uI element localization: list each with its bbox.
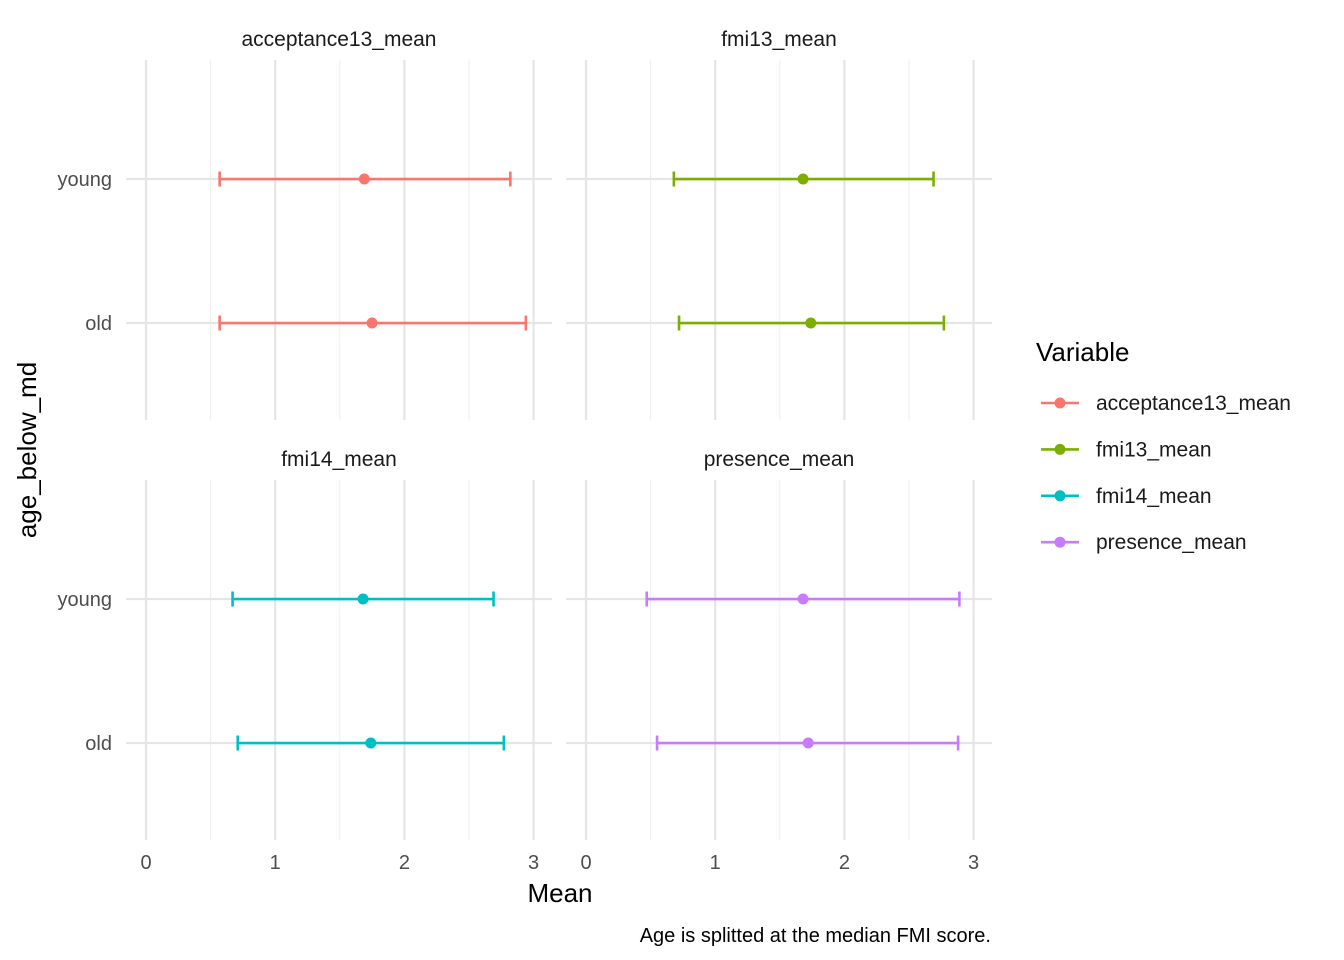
x-tick-label: 2 — [839, 852, 850, 874]
y-tick-label: young — [58, 169, 113, 191]
legend-entry: fmi14_mean — [1041, 485, 1212, 508]
legend-label: fmi13_mean — [1096, 438, 1212, 461]
mean-point — [797, 593, 809, 605]
mean-point — [805, 317, 817, 329]
legend-key-point — [1054, 536, 1066, 548]
legend-title: Variable — [1036, 337, 1129, 367]
legend-label: fmi14_mean — [1096, 485, 1212, 508]
x-tick-label: 2 — [399, 852, 410, 874]
facet-panel-fmi13_mean: fmi13_mean — [566, 28, 992, 420]
legend-entry: acceptance13_mean — [1041, 392, 1291, 415]
y-tick-label: old — [85, 313, 112, 335]
x-tick-label: 0 — [580, 852, 591, 874]
legend-label: acceptance13_mean — [1096, 392, 1291, 415]
y-tick-label: young — [58, 589, 113, 611]
legend-entry: presence_mean — [1041, 531, 1247, 554]
x-tick-label: 3 — [968, 852, 979, 874]
x-tick-label: 1 — [270, 852, 281, 874]
facet-strip-title: fmi13_mean — [721, 28, 837, 51]
legend-key-point — [1054, 443, 1066, 455]
legend-key-point — [1054, 397, 1066, 409]
mean-point — [357, 593, 369, 605]
facet-panel-presence_mean: presence_mean 0 1 2 3 — [566, 448, 992, 874]
x-tick-label: 0 — [140, 852, 151, 874]
legend-entries: acceptance13_mean fmi13_mean fmi14_meanpre… — [1041, 392, 1291, 554]
facet-strip-title: presence_mean — [704, 448, 855, 471]
y-tick-label: old — [85, 733, 112, 755]
legend-label: presence_mean — [1096, 531, 1247, 554]
legend: Variable acceptance13_mean fmi13_mean fmi1… — [1036, 337, 1291, 554]
y-axis-title: age_below_md — [12, 362, 42, 538]
facet-strip-title: acceptance13_mean — [242, 28, 437, 51]
caption: Age is splitted at the median FMI score. — [640, 925, 991, 947]
mean-point — [797, 173, 809, 185]
legend-key-point — [1054, 490, 1066, 502]
mean-point — [358, 173, 370, 185]
x-axis-title: Mean — [527, 878, 592, 908]
mean-point — [365, 737, 377, 749]
x-tick-label: 3 — [528, 852, 539, 874]
x-tick-label: 1 — [710, 852, 721, 874]
legend-entry: fmi13_mean — [1041, 438, 1212, 461]
mean-point — [366, 317, 378, 329]
mean-point — [802, 737, 814, 749]
facet-strip-title: fmi14_mean — [281, 448, 397, 471]
